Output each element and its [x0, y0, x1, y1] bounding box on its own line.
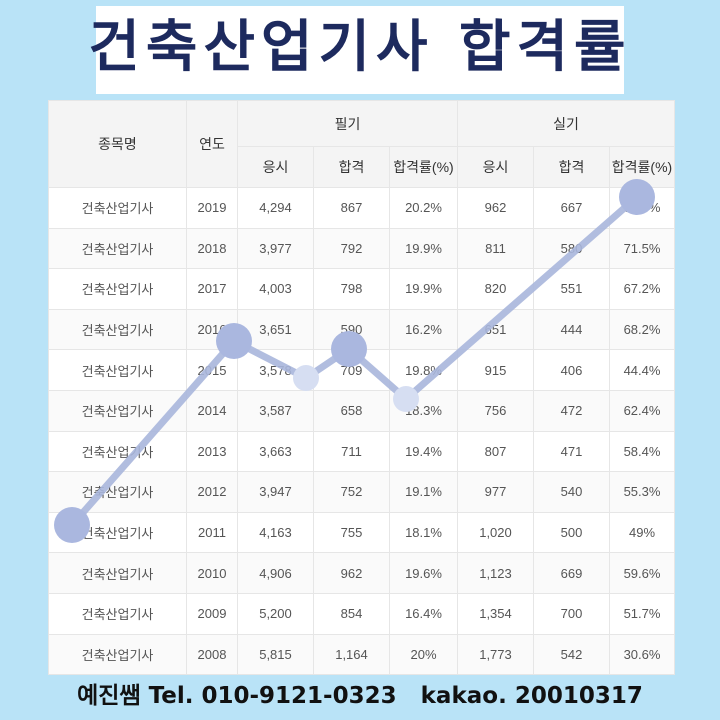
table-row: 건축산업기사 2014 3,587 658 18.3% 756 472 62.4% — [48, 389, 675, 432]
trend-dot — [331, 331, 367, 367]
cell-practical-passed: 444 — [533, 308, 610, 351]
cell-practical-rate: 68.2% — [609, 308, 675, 351]
cell-written-applicants: 4,163 — [237, 511, 314, 554]
trend-dot — [54, 507, 90, 543]
table-row: 건축산업기사 2012 3,947 752 19.1% 977 540 55.3% — [48, 471, 675, 513]
header-practical-applicants: 응시 — [457, 146, 534, 188]
cell-practical-rate: 55.3% — [609, 471, 675, 513]
cell-practical-passed: 540 — [533, 471, 610, 513]
cell-practical-applicants: 756 — [457, 389, 534, 432]
table-row: 건축산업기사 2010 4,906 962 19.6% 1,123 669 59.6% — [48, 552, 675, 594]
cell-written-passed: 658 — [313, 389, 390, 432]
cell-practical-applicants: 962 — [457, 187, 534, 229]
cell-practical-rate: 30.6% — [609, 633, 675, 676]
cell-written-rate: 19.9% — [389, 227, 458, 270]
cell-written-rate: 19.6% — [389, 552, 458, 594]
cell-practical-rate: 58.4% — [609, 430, 675, 473]
cell-practical-rate: 51.7% — [609, 592, 675, 635]
cell-practical-passed: 667 — [533, 187, 610, 229]
header-written-rate: 합격률(%) — [389, 146, 458, 188]
cell-written-applicants: 3,587 — [237, 389, 314, 432]
cell-practical-passed: 700 — [533, 592, 610, 635]
cell-year: 2014 — [186, 389, 238, 432]
cell-practical-rate: 67.2% — [609, 268, 675, 310]
trend-line — [68, 193, 641, 529]
cell-year: 2009 — [186, 592, 238, 635]
cell-written-applicants: 5,815 — [237, 633, 314, 676]
cell-practical-applicants: 1,123 — [457, 552, 534, 594]
table-row: 건축산업기사 2009 5,200 854 16.4% 1,354 700 51.7% — [48, 592, 675, 635]
header-practical-passed: 합격 — [533, 146, 610, 188]
cell-practical-rate: 71.5% — [609, 227, 675, 270]
cell-written-rate: 19.4% — [389, 430, 458, 473]
cell-written-passed: 1,164 — [313, 633, 390, 676]
page-title: 건축산업기사 합격률 — [88, 15, 632, 80]
header-written: 필기 — [237, 100, 458, 147]
cell-practical-applicants: 1,773 — [457, 633, 534, 676]
cell-name: 건축산업기사 — [48, 308, 187, 351]
cell-written-applicants: 4,003 — [237, 268, 314, 310]
cell-name: 건축산업기사 — [48, 471, 187, 513]
table-row: 건축산업기사 2011 4,163 755 18.1% 1,020 500 49% — [48, 511, 675, 554]
cell-written-rate: 20% — [389, 633, 458, 676]
cell-written-rate: 16.4% — [389, 592, 458, 635]
contact-footer: 예진쌤 Tel. 010-9121-0323 kakao. 20010317 — [77, 683, 643, 709]
header-written-passed: 합격 — [313, 146, 390, 188]
cell-year: 2019 — [186, 187, 238, 229]
cell-written-passed: 867 — [313, 187, 390, 229]
cell-practical-passed: 669 — [533, 552, 610, 594]
cell-practical-rate: 62.4% — [609, 389, 675, 432]
cell-written-passed: 752 — [313, 471, 390, 513]
title-banner — [96, 6, 624, 94]
header-practical: 실기 — [457, 100, 675, 147]
cell-written-rate: 16.2% — [389, 308, 458, 351]
trend-dot — [216, 323, 252, 359]
cell-practical-passed: 542 — [533, 633, 610, 676]
cell-written-rate: 19.9% — [389, 268, 458, 310]
trend-dot — [393, 386, 419, 412]
cell-name: 건축산업기사 — [48, 552, 187, 594]
cell-written-applicants: 3,947 — [237, 471, 314, 513]
cell-name: 건축산업기사 — [48, 187, 187, 229]
cell-year: 2011 — [186, 511, 238, 554]
table-row: 건축산업기사 2008 5,815 1,164 20% 1,773 542 30.6% — [48, 633, 675, 676]
cell-name: 건축산업기사 — [48, 633, 187, 676]
cell-practical-rate: 49% — [609, 511, 675, 554]
cell-written-passed: 798 — [313, 268, 390, 310]
cell-name: 건축산업기사 — [48, 227, 187, 270]
cell-written-applicants: 5,200 — [237, 592, 314, 635]
cell-year: 2018 — [186, 227, 238, 270]
table-row: 건축산업기사 2013 3,663 711 19.4% 807 471 58.4% — [48, 430, 675, 473]
trend-dot — [293, 365, 319, 391]
trend-dot — [619, 179, 655, 215]
cell-written-applicants: 4,906 — [237, 552, 314, 594]
cell-written-applicants: 3,977 — [237, 227, 314, 270]
cell-year: 2008 — [186, 633, 238, 676]
cell-practical-rate: 59.6% — [609, 552, 675, 594]
header-written-applicants: 응시 — [237, 146, 314, 188]
cell-written-rate: 19.1% — [389, 471, 458, 513]
cell-year: 2012 — [186, 471, 238, 513]
cell-name: 건축산업기사 — [48, 349, 187, 391]
cell-year: 2010 — [186, 552, 238, 594]
cell-written-passed: 854 — [313, 592, 390, 635]
cell-practical-applicants: 977 — [457, 471, 534, 513]
cell-written-passed: 962 — [313, 552, 390, 594]
header-year: 연도 — [186, 100, 238, 188]
cell-name: 건축산업기사 — [48, 389, 187, 432]
